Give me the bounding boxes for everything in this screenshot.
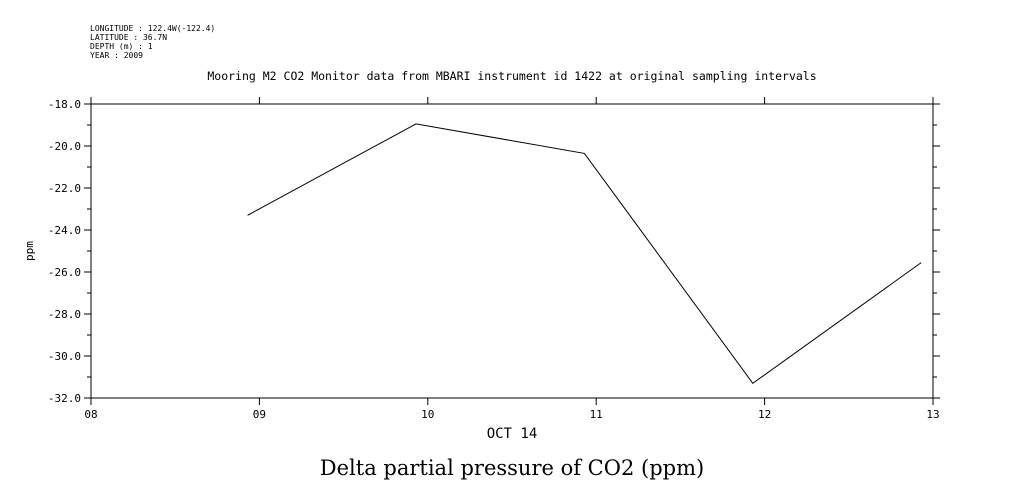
y-tick-label: -30.0 bbox=[48, 350, 81, 363]
x-tick-label: 12 bbox=[758, 408, 771, 421]
plot-frame bbox=[90, 103, 934, 399]
y-axis-label: ppm bbox=[23, 241, 36, 261]
chart-title: Mooring M2 CO2 Monitor data from MBARI i… bbox=[207, 69, 816, 83]
series-layer bbox=[247, 123, 922, 384]
x-tick-label: 13 bbox=[926, 408, 939, 421]
y-tick-label: -18.0 bbox=[48, 98, 81, 111]
x-tick-label: 10 bbox=[421, 408, 434, 421]
meta-depth: DEPTH (m) : 1 bbox=[90, 42, 153, 51]
y-tick-label: -22.0 bbox=[48, 182, 81, 195]
series-line bbox=[247, 123, 922, 384]
meta-latitude: LATITUDE : 36.7N bbox=[90, 33, 167, 42]
meta-longitude: LONGITUDE : 122.4W(-122.4) bbox=[90, 24, 215, 33]
footer-title: Delta partial pressure of CO2 (ppm) bbox=[320, 456, 704, 480]
y-tick-label: -24.0 bbox=[48, 224, 81, 237]
x-axis: 08 09 10 11 12 13 bbox=[84, 97, 940, 421]
y-tick-label: -26.0 bbox=[48, 266, 81, 279]
y-tick-label: -20.0 bbox=[48, 140, 81, 153]
x-tick-label: 09 bbox=[253, 408, 266, 421]
x-tick-label: 08 bbox=[84, 408, 97, 421]
x-axis-label: OCT 14 bbox=[487, 426, 538, 442]
x-tick-label: 11 bbox=[590, 408, 603, 421]
y-axis: -18.0 -20.0 -22.0 -24.0 -26.0 -28.0 -30.0 -32.0 bbox=[48, 98, 940, 405]
y-tick-label: -32.0 bbox=[48, 392, 81, 405]
y-tick-label: -28.0 bbox=[48, 308, 81, 321]
meta-year: YEAR : 2009 bbox=[90, 51, 143, 60]
